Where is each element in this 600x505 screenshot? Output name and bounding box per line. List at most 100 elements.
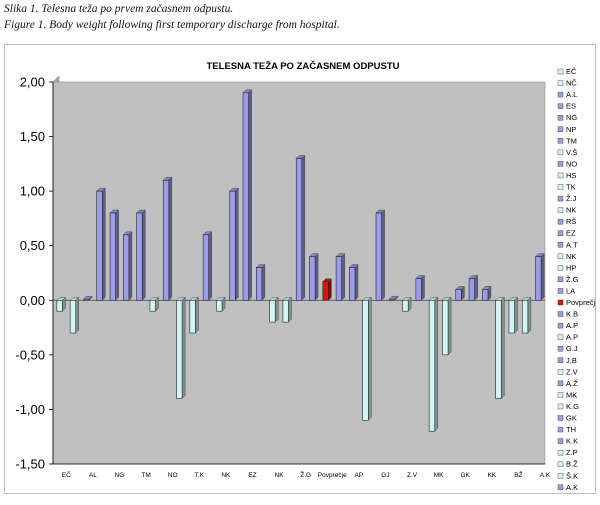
bar-side: [341, 253, 345, 301]
legend-label: MK: [566, 390, 577, 399]
legend-swatch: [557, 242, 564, 248]
legend-swatch: [557, 207, 564, 213]
legend-label: A.Ž: [566, 379, 578, 388]
bar-side: [514, 296, 518, 334]
legend-swatch: [557, 230, 564, 236]
legend-label: NK: [566, 252, 576, 261]
bar: [176, 299, 183, 399]
chart-title: TELESNA TEŽA PO ZAČASNEM ODPUSTU: [207, 60, 400, 72]
legend-label: NP: [566, 125, 576, 134]
bar: [216, 299, 223, 312]
bar-side: [248, 89, 252, 301]
legend-swatch: [557, 218, 564, 225]
legend-label: Z.P: [566, 448, 578, 457]
bar: [428, 299, 436, 432]
x-tick-label: NK: [221, 472, 231, 479]
chart-frame: TELESNA TEŽA PO ZAČASNEM ODPUSTU 2,00 1,50…: [4, 44, 596, 494]
x-tick-label: AL: [89, 472, 97, 479]
x-tick-label: EZ: [248, 472, 256, 479]
bar: [242, 92, 249, 301]
y-tick-label: -1,00: [15, 402, 45, 417]
legend-label: Povprečje: [566, 298, 595, 307]
bar-side: [288, 296, 292, 323]
legend-label: A.P: [566, 321, 578, 330]
legend-label: NČ: [566, 79, 577, 88]
x-tick-label: NO: [168, 472, 178, 479]
bar: [375, 212, 382, 301]
legend-swatch: [557, 149, 564, 156]
legend-swatch: [557, 299, 564, 306]
legend-swatch: [557, 91, 564, 98]
legend-swatch: [557, 357, 564, 363]
bar: [362, 299, 369, 421]
bar: [442, 299, 449, 356]
bar-side: [102, 187, 106, 301]
legend-label: TM: [566, 136, 577, 145]
bar-side: [274, 296, 279, 323]
bar: [56, 299, 63, 312]
legend-swatch: [557, 126, 564, 132]
bar-side: [474, 274, 478, 301]
bar-side: [354, 264, 359, 301]
legend-label: K.G: [566, 402, 579, 411]
legend-label: Š.K: [566, 471, 578, 480]
bar-side: [328, 278, 332, 301]
legend-label: A.L: [566, 90, 577, 99]
y-tick-label: 0,00: [20, 293, 45, 308]
legend-label: A.P: [566, 333, 578, 342]
y-tick-label: -0,50: [15, 347, 45, 362]
legend-swatch: [557, 138, 564, 144]
legend-swatch: [557, 265, 564, 271]
x-tick-label: TM: [141, 472, 150, 479]
bar-side: [540, 253, 545, 301]
legend-swatch: [557, 195, 564, 202]
legend-label: V.Š: [566, 148, 577, 157]
bar: [508, 299, 515, 334]
x-tick-label: A.K: [540, 472, 551, 479]
bar: [123, 234, 130, 301]
bar: [136, 212, 143, 301]
bar-side: [501, 296, 505, 399]
bar: [349, 267, 356, 301]
x-tick-label: Z.V: [407, 472, 418, 479]
y-tick-label: 1,50: [20, 129, 45, 144]
legend-swatch: [557, 114, 564, 121]
bar: [482, 289, 489, 301]
bar: [189, 299, 196, 334]
bar-side: [368, 296, 372, 421]
bar-side: [527, 296, 532, 334]
x-tick-label: AP: [355, 472, 364, 479]
legend-swatch: [557, 415, 564, 421]
legend-swatch: [557, 484, 564, 490]
bar-side: [235, 187, 239, 301]
bar-side: [434, 296, 438, 432]
legend-swatch: [557, 449, 564, 456]
bar: [96, 190, 103, 301]
legend-swatch: [557, 369, 564, 375]
legend-swatch: [557, 172, 564, 179]
legend-swatch: [557, 253, 564, 260]
bar: [468, 278, 475, 301]
bar: [69, 299, 77, 334]
bar-side: [421, 274, 425, 301]
legend-label: HP: [566, 263, 576, 272]
bar: [162, 179, 170, 301]
y-tick-label: -1,50: [15, 457, 45, 472]
bar-side: [128, 231, 133, 301]
x-tick-label: BŽ: [514, 470, 522, 479]
legend-swatch: [557, 68, 564, 75]
y-tick-label: 1,00: [20, 184, 45, 199]
legend-label: Ž.J: [566, 194, 577, 203]
bar: [149, 299, 156, 312]
x-tick-label: Ž.G: [300, 470, 311, 479]
bar: [202, 234, 210, 301]
legend-swatch: [557, 461, 564, 467]
legend-swatch: [557, 184, 564, 190]
legend-label: EČ: [566, 67, 577, 76]
bar-side: [142, 209, 146, 301]
legend-swatch: [557, 392, 564, 398]
legend-swatch: [557, 103, 564, 109]
legend-label: GK: [566, 414, 577, 423]
bar-side: [381, 209, 385, 301]
bar: [335, 256, 342, 301]
